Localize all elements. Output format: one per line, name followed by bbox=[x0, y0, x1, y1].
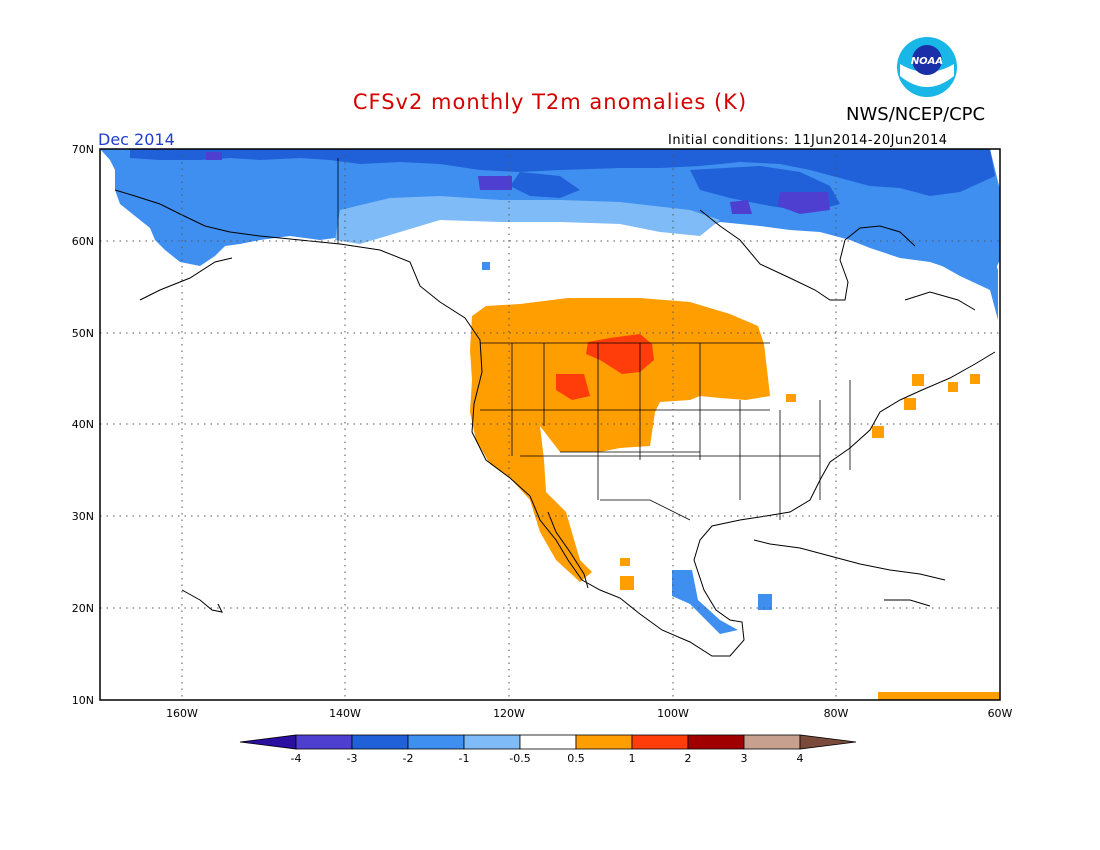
graticule bbox=[100, 149, 1000, 700]
lon-tick-label: 160W bbox=[166, 707, 198, 720]
lat-axis: 10N 20N 30N 40N 50N 60N 70N bbox=[72, 143, 94, 707]
lon-tick-label: 60W bbox=[988, 707, 1013, 720]
map-title: CFSv2 monthly T2m anomalies (K) bbox=[352, 90, 748, 114]
legend-arrow-low bbox=[239, 734, 297, 750]
noaa-logo: NOAA bbox=[897, 37, 957, 97]
legend-swatch bbox=[463, 734, 521, 750]
legend-swatch bbox=[519, 734, 577, 750]
legend-tick-label: -4 bbox=[291, 752, 302, 765]
legend-swatch bbox=[295, 734, 353, 750]
map-frame bbox=[99, 148, 1001, 701]
lon-axis: 160W 140W 120W 100W 80W 60W bbox=[166, 707, 1012, 720]
lat-tick-label: 60N bbox=[72, 235, 94, 248]
organization-label: NWS/NCEP/CPC bbox=[846, 104, 986, 125]
lon-tick-label: 120W bbox=[493, 707, 525, 720]
legend-tick-label: 1 bbox=[629, 752, 636, 765]
legend-swatch bbox=[351, 734, 409, 750]
initial-conditions-label: Initial conditions: 11Jun2014-20Jun2014 bbox=[668, 133, 948, 148]
anomaly-shading bbox=[100, 149, 1000, 700]
legend-arrow-high bbox=[799, 734, 857, 750]
coastlines bbox=[114, 189, 996, 657]
legend-tick-label: 0.5 bbox=[567, 752, 585, 765]
lat-tick-label: 10N bbox=[72, 694, 94, 707]
legend-tick-label: 3 bbox=[741, 752, 748, 765]
lon-tick-label: 100W bbox=[657, 707, 689, 720]
state-boundaries bbox=[337, 158, 851, 521]
lat-tick-label: 70N bbox=[72, 143, 94, 156]
cold-anomaly-region bbox=[100, 149, 1000, 634]
legend-swatch bbox=[631, 734, 689, 750]
lat-tick-label: 30N bbox=[72, 510, 94, 523]
noaa-logo-text: NOAA bbox=[911, 56, 943, 67]
legend-tick-label: -1 bbox=[459, 752, 470, 765]
legend-swatch bbox=[407, 734, 465, 750]
legend-tick-label: -0.5 bbox=[509, 752, 530, 765]
lat-tick-label: 50N bbox=[72, 327, 94, 340]
legend-swatch bbox=[743, 734, 801, 750]
legend-swatch bbox=[687, 734, 745, 750]
lat-tick-label: 20N bbox=[72, 602, 94, 615]
warm-anomaly-region bbox=[470, 298, 1000, 700]
lon-tick-label: 80W bbox=[824, 707, 849, 720]
legend-swatch bbox=[575, 734, 633, 750]
legend-tick-label: 2 bbox=[685, 752, 692, 765]
lat-tick-label: 40N bbox=[72, 418, 94, 431]
legend-tick-label: -3 bbox=[347, 752, 358, 765]
legend-tick-label: -2 bbox=[403, 752, 414, 765]
color-legend: -4 -3 -2 -1 -0.5 0.5 1 2 3 4 bbox=[239, 734, 857, 765]
forecast-month: Dec 2014 bbox=[98, 130, 175, 149]
legend-tick-label: 4 bbox=[797, 752, 804, 765]
lon-tick-label: 140W bbox=[329, 707, 361, 720]
